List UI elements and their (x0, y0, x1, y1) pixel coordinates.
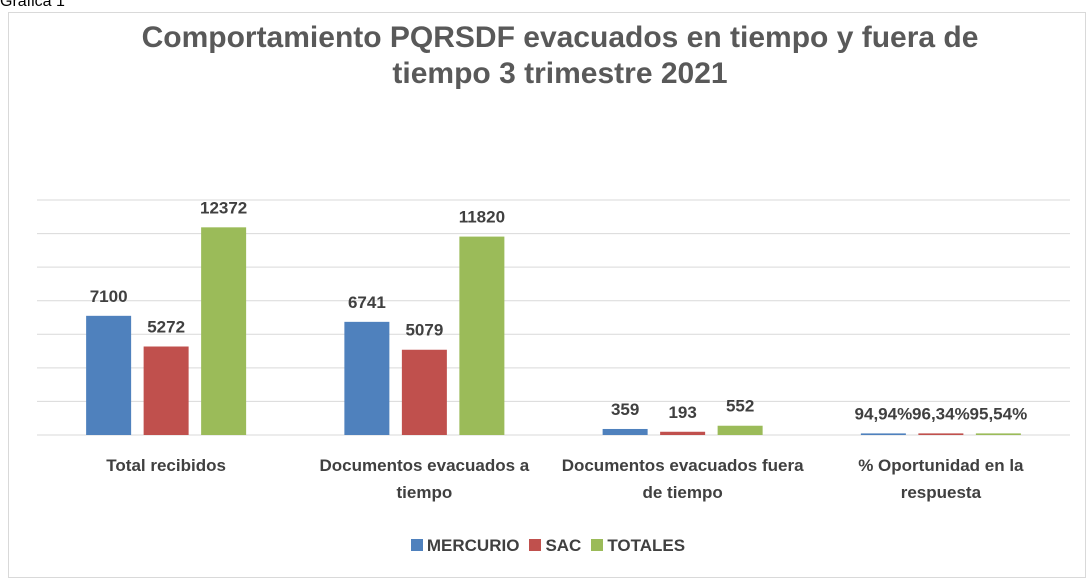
x-tick-label: Documentos evacuados a tiempo (319, 456, 530, 502)
value-label: 193 (668, 403, 696, 422)
legend-label: MERCURIO (426, 536, 520, 555)
bar (860, 433, 906, 435)
value-label: 7100 (90, 287, 128, 306)
bar (86, 315, 132, 435)
legend-swatch (529, 539, 542, 551)
legend-swatch (591, 539, 604, 551)
bar (143, 346, 189, 435)
bar (344, 321, 390, 435)
legend-swatch (410, 539, 423, 551)
bar (660, 431, 706, 435)
bar (975, 433, 1021, 435)
value-label: 552 (726, 397, 754, 416)
chart-title: Comportamiento PQRSDF evacuados en tiemp… (141, 21, 979, 90)
bar (201, 227, 247, 435)
bar (459, 236, 505, 435)
value-label: 11820 (459, 208, 505, 227)
value-label: 12372 (200, 198, 247, 217)
value-label: 95,54% (970, 404, 1028, 423)
value-label: 94,94% (855, 404, 913, 423)
value-label: 5272 (147, 318, 185, 337)
legend: MERCURIO SAC TOTALES (0, 536, 1086, 556)
bar (717, 425, 763, 435)
bar (918, 433, 964, 435)
value-label: 5079 (405, 321, 443, 340)
value-label: 359 (611, 400, 639, 419)
value-label: 96,34% (912, 404, 970, 423)
x-tick-label: Total recibidos (106, 456, 226, 475)
bar (602, 428, 648, 435)
x-tick-label: % Oportunidad en la respuesta (858, 456, 1024, 502)
bar (401, 349, 447, 435)
value-label: 6741 (348, 293, 386, 312)
caption: Gráfica 1 (0, 0, 65, 10)
legend-label: TOTALES (607, 536, 686, 555)
x-tick-label: Documentos evacuados fuera de tiempo (561, 456, 804, 502)
legend-label: SAC (545, 536, 582, 555)
